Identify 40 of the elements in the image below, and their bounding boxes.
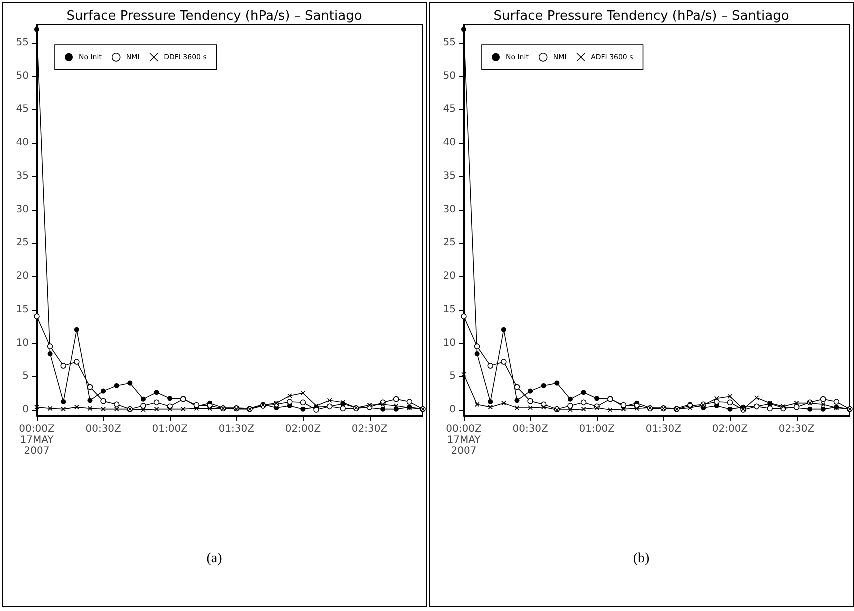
y-tick-label: 40 [16, 138, 29, 149]
x-tick-label: 00:00Z 17MAY 2007 [446, 424, 482, 457]
text: (a) [206, 552, 223, 566]
x-tick-label: 01:30Z [218, 424, 255, 435]
y-tick-label: 30 [16, 204, 29, 216]
y-tick-label: 30 [443, 204, 456, 216]
y-tick-label: 5 [22, 371, 29, 382]
y-tick-label: 45 [443, 104, 456, 116]
y-tick-label: 0 [450, 404, 456, 416]
x-tick-label: 00:00Z 17MAY 2007 [19, 424, 55, 457]
x-tick-label: 02:30Z [352, 424, 388, 435]
y-tick-label: 20 [443, 271, 456, 282]
y-tick-label: 10 [443, 338, 456, 349]
y-tick-label: 0 [22, 404, 29, 416]
y-tick-label: 5 [450, 371, 456, 382]
x-tick-label: 01:00Z [152, 424, 188, 435]
chart-title: Surface Pressure Tendency (hPa/s) – Santiago [66, 9, 362, 24]
y-tick-label: 20 [16, 271, 29, 282]
text: (b) [633, 552, 650, 566]
y-tick-label: 55 [443, 38, 456, 49]
x-tick-label: 02:30Z [778, 424, 815, 435]
y-tick-label: 50 [16, 70, 29, 82]
y-tick-label: 35 [16, 170, 29, 182]
x-tick-label: 02:00Z [712, 424, 748, 435]
y-tick-label: 45 [16, 104, 29, 116]
x-tick-label: 00:30Z [86, 424, 122, 435]
x-tick-label: 01:00Z [579, 424, 616, 435]
y-tick-label: 25 [443, 238, 456, 249]
y-tick-label: 10 [16, 338, 29, 349]
x-tick-label: 01:30Z [646, 424, 682, 435]
y-tick-label: 50 [443, 70, 456, 82]
x-tick-label: 02:00Z [285, 424, 322, 435]
chart-title: Surface Pressure Tendency (hPa/s) – Santiago [494, 9, 790, 24]
x-tick-label: 00:30Z [512, 424, 549, 435]
y-tick-label: 35 [443, 170, 456, 182]
y-tick-label: 15 [16, 304, 29, 316]
y-tick-label: 40 [443, 138, 456, 149]
y-tick-label: 25 [16, 238, 29, 249]
y-tick-label: 55 [16, 38, 29, 49]
y-tick-label: 15 [443, 304, 456, 316]
